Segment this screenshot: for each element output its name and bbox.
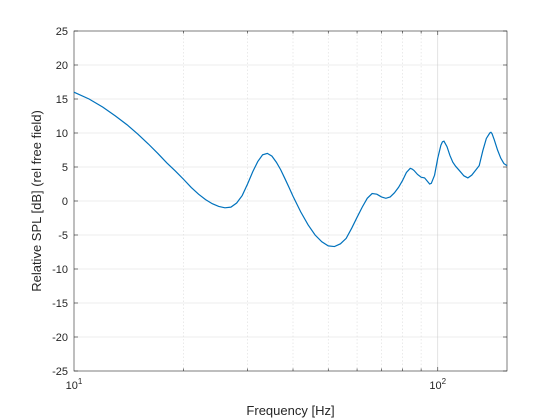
grid-lines <box>74 31 507 371</box>
y-tick-label: -10 <box>52 264 68 276</box>
tick-labels: -25 -20 -15 -10 -5 0 5 10 15 20 25 101 102 <box>52 26 447 392</box>
y-tick-label: -25 <box>52 366 68 378</box>
x-tick-label: 102 <box>429 377 446 392</box>
y-tick-label: 10 <box>56 128 68 140</box>
y-tick-label: 15 <box>56 94 68 106</box>
y-tick-label: -20 <box>52 332 68 344</box>
x-tick-label: 101 <box>66 377 83 392</box>
y-tick-label: 20 <box>56 60 68 72</box>
y-tick-label: 5 <box>62 162 68 174</box>
y-tick-label: 0 <box>62 196 68 208</box>
x-axis-label: Frequency [Hz] <box>246 403 334 418</box>
y-tick-label: 25 <box>56 26 68 38</box>
y-tick-label: -15 <box>52 298 68 310</box>
response-curve-line <box>73 91 508 248</box>
axis-ticks <box>74 30 507 372</box>
y-tick-label: -5 <box>58 230 68 242</box>
y-axis-label: Relative SPL [dB] (rel free field) <box>29 110 44 292</box>
